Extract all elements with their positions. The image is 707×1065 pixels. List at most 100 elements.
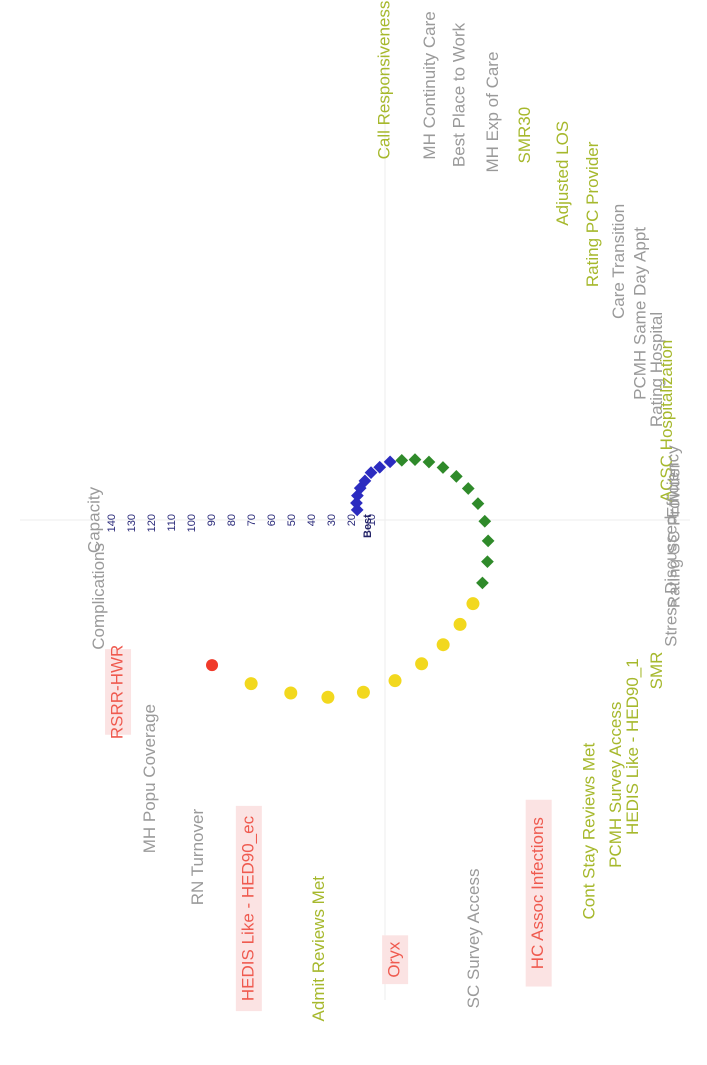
measure-label: MH Popu Coverage: [140, 704, 159, 853]
measure-label-group: Efficiency: [663, 445, 682, 518]
label-highlight: [525, 799, 552, 987]
measure-label: Rating SC Provider: [664, 462, 683, 608]
radial-tick-label: 30: [326, 514, 338, 526]
measure-label-group: PCMH Same Day Appt: [631, 227, 650, 400]
radial-tick-label: 80: [226, 514, 238, 526]
data-point-blue: [373, 460, 387, 474]
measure-label-group: SC Survey Access: [464, 869, 483, 1009]
data-point-blue: [350, 496, 363, 510]
measure-label: Call Responsiveness: [374, 1, 393, 160]
measure-label: Stress Discussed: [662, 516, 681, 647]
measure-label-group: Complications: [89, 543, 108, 650]
data-point-green: [481, 555, 494, 569]
measure-label: HC Assoc Infections: [528, 817, 547, 969]
measure-label-group: HC Assoc Infections: [525, 799, 552, 987]
measure-label: Capacity: [84, 486, 103, 553]
measure-label: SC Survey Access: [464, 869, 483, 1009]
label-highlight: [235, 805, 262, 1012]
measure-label-group: PCMH Survey Access: [606, 702, 625, 868]
data-point-green: [471, 497, 485, 510]
measure-label: Cont Stay Reviews Met: [580, 743, 599, 920]
radial-tick-label: 40: [306, 514, 318, 526]
measure-label: PCMH Same Day Appt: [631, 227, 650, 400]
measure-label: Rating PC Provider: [583, 141, 602, 287]
data-point-yellow: [284, 686, 298, 700]
data-point-blue: [358, 474, 372, 488]
data-points: [206, 453, 495, 704]
center-label-best: Best: [362, 514, 374, 538]
measure-label-group: ACSC Hospitalization: [657, 340, 676, 503]
data-point-yellow: [356, 685, 370, 699]
data-point-green: [436, 461, 450, 474]
measure-label: RSRR-HWR: [108, 645, 127, 739]
label-highlight: [105, 649, 132, 735]
measure-label: ACSC Hospitalization: [657, 340, 676, 503]
radial-tick-label: 140: [106, 514, 118, 532]
measure-label: Admit Reviews Met: [309, 876, 328, 1022]
measure-label-group: Stress Discussed: [662, 516, 681, 647]
data-point-red: [206, 659, 219, 672]
data-point-yellow: [244, 677, 258, 691]
measure-label-group: Oryx: [382, 935, 409, 985]
measure-label: Rating Hospital: [647, 312, 666, 427]
radial-tick-label: 90: [206, 514, 218, 526]
data-point-yellow: [388, 674, 402, 688]
radial-tick-label: 10: [366, 514, 378, 526]
data-point-green: [461, 482, 475, 495]
measure-label: Efficiency: [663, 445, 682, 518]
radial-tick-label: 110: [166, 514, 178, 532]
radial-tick-label: 100: [186, 514, 198, 532]
measure-label: Care Transition: [609, 204, 628, 319]
radial-tick-label: 130: [126, 514, 138, 532]
data-point-green: [476, 576, 489, 590]
measure-label: Complications: [89, 543, 108, 650]
data-point-yellow: [321, 690, 335, 704]
measure-label: HEDIS Like - HED90_ec: [238, 815, 257, 1001]
radial-tick-label: 20: [346, 514, 358, 526]
measure-label: Best Place to Work: [450, 22, 469, 167]
measure-label-group: MH Exp of Care: [483, 52, 502, 173]
data-point-yellow: [436, 638, 450, 652]
data-point-blue: [364, 466, 378, 479]
measure-label-group: HEDIS Like - HED90_ec: [235, 805, 262, 1012]
measure-label: Oryx: [385, 941, 404, 977]
label-highlight: [382, 935, 409, 985]
measure-label-group: Care Transition: [609, 204, 628, 319]
measure-label-group: MH Continuity Care: [420, 11, 439, 159]
measure-label-group: Call Responsiveness: [374, 1, 393, 160]
measure-label-group: SMR: [647, 652, 666, 690]
radial-axis-ticks: 140 130 120 110 100 90 80 70 60 50 40 30 20 10: [20, 50, 690, 1000]
measure-label-group: Capacity: [84, 486, 103, 553]
measure-labels: Call Responsiveness MH Continuity Care Bes…: [84, 1, 683, 1022]
measure-label: MH Continuity Care: [420, 11, 439, 159]
measure-label-group: Best Place to Work: [450, 22, 469, 167]
measure-label: PCMH Survey Access: [606, 702, 625, 868]
data-point-green: [408, 453, 422, 467]
data-point-yellow: [415, 657, 429, 671]
data-point-yellow: [466, 597, 480, 611]
data-point-green: [422, 455, 436, 469]
measure-label-group: Admit Reviews Met: [309, 876, 328, 1022]
measure-label: MH Exp of Care: [483, 52, 502, 173]
measure-label-group: Adjusted LOS: [553, 121, 572, 226]
measure-label-group: HEDIS Like - HED90_1: [623, 658, 642, 835]
data-point-green: [481, 534, 495, 548]
data-point-green: [449, 470, 463, 483]
measure-label-group: Cont Stay Reviews Met: [580, 743, 599, 920]
radial-tick-label: 120: [146, 514, 158, 532]
measure-label-group: Rating Hospital: [647, 312, 666, 427]
measure-label-group: Rating PC Provider: [583, 141, 602, 287]
measure-label: HEDIS Like - HED90_1: [623, 658, 642, 835]
measure-label-group: SMR30: [515, 107, 534, 164]
measure-label-group: RN Turnover: [188, 809, 207, 906]
data-point-green: [478, 514, 492, 528]
measure-label: RN Turnover: [188, 809, 207, 906]
radial-tick-label: 70: [246, 514, 258, 526]
measure-label: Adjusted LOS: [553, 121, 572, 226]
measure-label: SMR: [647, 652, 666, 690]
radial-tick-label: 60: [266, 514, 278, 526]
measure-label-group: RSRR-HWR: [105, 645, 132, 739]
measure-label-group: MH Popu Coverage: [140, 704, 159, 853]
measure-label-group: Rating SC Provider: [664, 462, 683, 608]
